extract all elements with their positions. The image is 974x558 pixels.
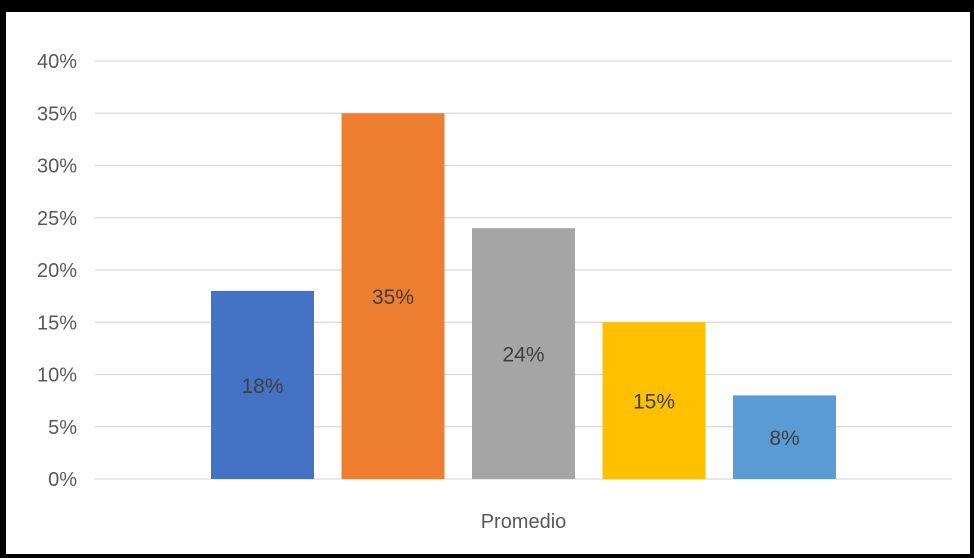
data-labels: 18% 35% 24% 15% 8% [241,286,799,450]
bars [211,113,836,479]
y-tick-label: 25% [37,208,77,230]
data-label: 35% [372,286,414,309]
x-axis-category-labels: Promedio [481,511,567,533]
data-label: 18% [241,375,283,398]
y-tick-label: 35% [37,103,77,125]
y-tick-label: 5% [48,417,77,439]
bar [472,228,575,479]
y-tick-label: 20% [37,260,77,282]
bar [211,290,314,479]
y-tick-label: 0% [48,469,77,491]
x-category-label: Promedio [481,511,567,533]
bar [602,322,706,479]
bar [341,113,445,479]
y-tick-label: 10% [37,365,77,387]
bar [733,395,836,479]
data-label: 24% [502,344,544,367]
y-axis-tick-labels: 0% 5% 10% 15% 20% 25% 30% 35% 40% [37,51,77,491]
data-label: 8% [769,427,799,450]
y-tick-label: 40% [37,51,77,73]
y-tick-label: 30% [37,156,77,178]
data-label: 15% [633,391,675,414]
y-tick-label: 15% [37,312,77,334]
